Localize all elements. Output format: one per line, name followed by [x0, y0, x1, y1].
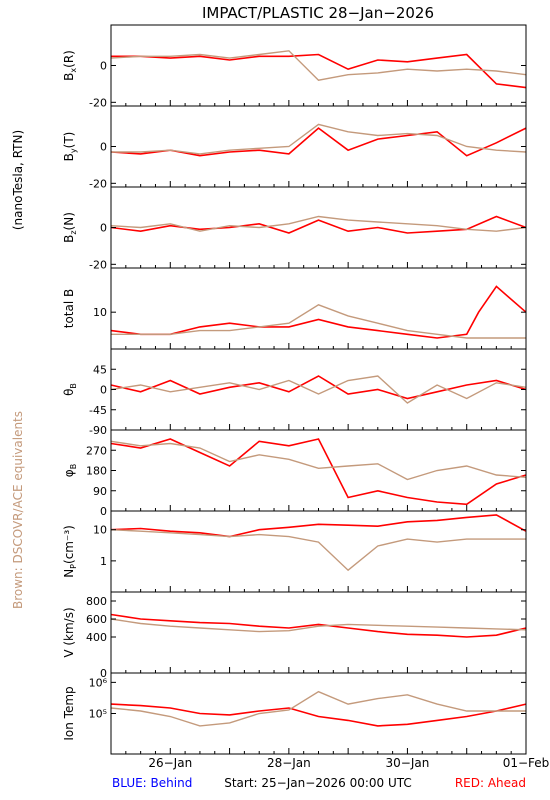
y-label-main: V (km/s) — [62, 607, 76, 657]
panel-frame — [110, 429, 527, 512]
y-label-main: Ion Temp — [62, 686, 76, 740]
series-np-ahead — [110, 514, 527, 538]
panel-np: 10 1 NP(cm⁻³) — [62, 510, 527, 593]
series-theta-ahead — [110, 375, 527, 400]
y-label-suffix: (T) — [62, 132, 76, 149]
y-tick-label: 180 — [86, 465, 107, 478]
y-label-sub: P — [69, 564, 78, 569]
panel-bx: 0 -20 Bx(R) — [62, 24, 527, 109]
y-tick-label: 45 — [93, 363, 107, 376]
series-v-ahead — [110, 613, 527, 638]
series-v-dscovr — [110, 618, 527, 633]
plot-title: IMPACT/PLASTIC 28−Jan−2026 — [202, 4, 434, 22]
x-tick-label: 26−Jan — [148, 756, 192, 770]
y-label-main: φ — [62, 469, 76, 477]
y-tick-label: -90 — [89, 424, 107, 437]
y-label-main: B — [62, 73, 76, 81]
panel-v: 800 600 400 0 V (km/s) — [62, 591, 527, 680]
y-tick-label: 0 — [100, 60, 107, 73]
y-tick-label: 0 — [100, 384, 107, 397]
series-np-dscovr — [110, 529, 526, 572]
y-tick-label: 0 — [100, 505, 107, 518]
series-bx-dscovr — [110, 50, 527, 81]
panel-frame — [110, 105, 527, 188]
panel-frame — [110, 591, 527, 674]
y-tick-label: 1 — [100, 555, 107, 568]
y-label-suffix: (N) — [62, 212, 76, 230]
y-label-suffix: (R) — [62, 50, 76, 68]
series-theta-dscovr — [110, 375, 527, 404]
series-temp-ahead — [110, 703, 527, 727]
series-phi-dscovr — [110, 440, 527, 481]
series-phi-ahead — [110, 438, 527, 506]
y-tick-label: 10⁶ — [89, 676, 108, 689]
panel-frame — [110, 24, 527, 107]
panel-phi: 270 180 90 0 φB — [62, 429, 527, 518]
y-axis-label-theta: θB — [62, 383, 78, 396]
panel-bt: 10 total B — [62, 267, 527, 350]
y-axis-label-phi: φB — [62, 464, 78, 477]
footer-behind-label: BLUE: Behind — [112, 776, 192, 790]
y-tick-label: -20 — [89, 258, 107, 271]
y-tick-label: 0 — [100, 141, 107, 154]
series-bt-ahead — [110, 285, 527, 339]
y-label-main: θ — [62, 389, 76, 396]
series-bx-ahead — [111, 53, 527, 89]
y-label-sub: B — [69, 383, 78, 389]
series-temp-dscovr — [110, 690, 526, 727]
footer-ahead-label: RED: Ahead — [455, 776, 526, 790]
y-axis-label-bx: Bx(R) — [62, 50, 78, 81]
series-by-dscovr — [111, 123, 527, 155]
y-tick-label: 10 — [93, 306, 107, 319]
y-axis-label-by: By(T) — [62, 132, 78, 162]
panel-bz: 0 -20 Bz(N) — [62, 186, 527, 271]
x-tick-label: 01−Feb — [503, 756, 550, 770]
y-tick-label: -20 — [89, 96, 107, 109]
y-label-sub: z — [69, 230, 78, 234]
y-label-main: total B — [62, 289, 76, 329]
y-label-suffix: (cm⁻³) — [62, 525, 76, 564]
y-tick-label: 0 — [100, 667, 107, 680]
panel-theta: 45 0 -45 -90 θB — [62, 348, 527, 437]
y-tick-label: 400 — [86, 631, 107, 644]
panel-temp: 10⁶ 10⁵ Ion Temp — [62, 672, 527, 755]
panel-frame — [110, 186, 527, 269]
x-axis-ticks: 26−Jan 28−Jan 30−Jan 01−Feb — [148, 756, 549, 770]
series-bt-dscovr — [111, 304, 526, 339]
y-axis-label-temp: Ion Temp — [62, 686, 76, 740]
y-tick-label: 10⁵ — [89, 708, 107, 721]
y-label-main: B — [62, 235, 76, 243]
y-label-main: B — [62, 153, 76, 161]
y-label-main: N — [62, 569, 76, 578]
y-axis-label-bz: Bz(N) — [62, 212, 78, 243]
y-tick-label: 10 — [93, 524, 107, 537]
y-tick-label: 90 — [93, 485, 107, 498]
y-label-sub: x — [69, 68, 78, 73]
units-label: (nanoTesla, RTN) — [11, 130, 25, 230]
y-axis-label-np: NP(cm⁻³) — [62, 525, 78, 578]
x-tick-label: 28−Jan — [267, 756, 311, 770]
panel-by: 0 -20 By(T) — [62, 105, 527, 190]
panel-frame — [110, 510, 527, 593]
y-tick-label: 600 — [86, 613, 107, 626]
y-axis-label-v: V (km/s) — [62, 607, 76, 657]
y-tick-label: -20 — [89, 177, 107, 190]
y-label-sub: y — [69, 148, 78, 153]
x-tick-label: 30−Jan — [386, 756, 430, 770]
footer-start-label: Start: 25−Jan−2026 00:00 UTC — [224, 776, 412, 790]
y-tick-label: 0 — [100, 222, 107, 235]
y-tick-label: -45 — [89, 404, 107, 417]
y-tick-label: 800 — [86, 595, 107, 608]
series-bz-dscovr — [110, 215, 527, 232]
y-label-sub: B — [69, 464, 78, 470]
panel-frame — [110, 267, 527, 350]
y-axis-label-bt: total B — [62, 289, 76, 329]
panel-frame — [110, 348, 527, 431]
y-tick-label: 270 — [86, 444, 107, 457]
dscovr-legend-label: Brown: DSCOVR/ACE equivalents — [11, 411, 25, 609]
panel-frame — [110, 672, 527, 755]
series-by-ahead — [110, 127, 527, 157]
